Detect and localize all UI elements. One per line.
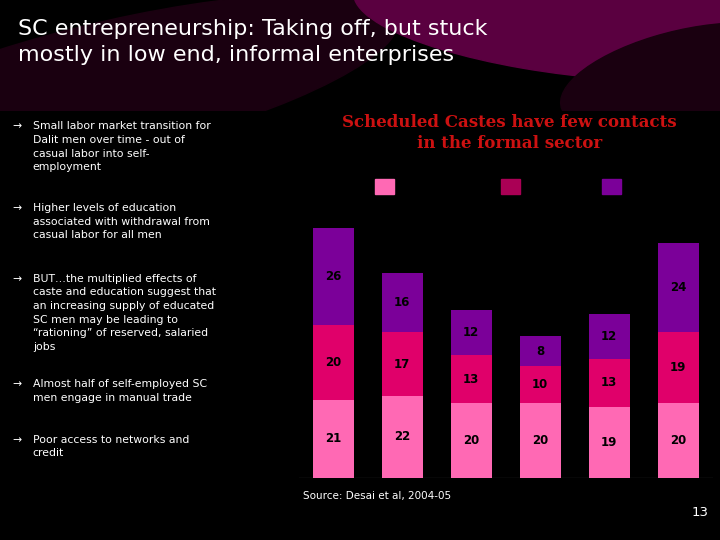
Text: →: → <box>12 122 21 131</box>
Text: SC entrepreneurship: Taking off, but stuck
mostly in low end, informal enterpris: SC entrepreneurship: Taking off, but stu… <box>18 19 487 65</box>
Bar <box>312 400 354 478</box>
Text: 26: 26 <box>325 270 341 283</box>
Text: 8: 8 <box>536 345 544 357</box>
Text: 16: 16 <box>394 296 410 309</box>
Text: 22: 22 <box>394 430 410 443</box>
Text: Source: Desai et al, 2004-05: Source: Desai et al, 2004-05 <box>303 491 451 502</box>
Text: 17: 17 <box>394 357 410 370</box>
Ellipse shape <box>561 23 720 132</box>
Text: 19: 19 <box>670 361 686 374</box>
Bar <box>312 325 354 400</box>
Text: 13: 13 <box>463 373 480 386</box>
Ellipse shape <box>354 0 720 82</box>
Text: 24: 24 <box>670 281 686 294</box>
Bar <box>657 403 699 478</box>
Bar <box>374 179 394 194</box>
Bar <box>520 336 561 366</box>
Text: →: → <box>12 203 21 213</box>
Text: 20: 20 <box>532 434 549 447</box>
Text: 19: 19 <box>601 436 618 449</box>
Bar <box>382 333 423 396</box>
Bar <box>451 403 492 478</box>
Text: Scheduled Castes have few contacts
in the formal sector: Scheduled Castes have few contacts in th… <box>342 114 677 152</box>
Bar <box>520 403 561 478</box>
Bar <box>501 179 520 194</box>
Bar <box>602 179 621 194</box>
Text: Almost half of self-employed SC
men engage in manual trade: Almost half of self-employed SC men enga… <box>33 379 207 403</box>
Text: 20: 20 <box>463 434 480 447</box>
Bar <box>588 359 630 407</box>
Bar <box>451 355 492 403</box>
Text: Poor access to networks and
credit: Poor access to networks and credit <box>33 435 189 458</box>
Text: 13: 13 <box>692 507 708 519</box>
Text: 20: 20 <box>670 434 686 447</box>
Text: →: → <box>12 379 21 389</box>
Ellipse shape <box>0 0 397 183</box>
Text: →: → <box>12 435 21 445</box>
Text: BUT…the multiplied effects of
caste and education suggest that
an increasing sup: BUT…the multiplied effects of caste and … <box>33 274 216 352</box>
Text: 10: 10 <box>532 378 549 391</box>
Bar <box>588 407 630 478</box>
Bar <box>312 228 354 325</box>
Text: →: → <box>12 274 21 284</box>
Text: 12: 12 <box>463 326 480 339</box>
Bar <box>520 366 561 403</box>
Text: 12: 12 <box>601 329 618 343</box>
Text: Higher levels of education
associated with withdrawal from
casual labor for all : Higher levels of education associated wi… <box>33 203 210 240</box>
Bar <box>382 396 423 478</box>
Bar <box>451 310 492 355</box>
Bar <box>588 314 630 359</box>
Bar <box>657 333 699 403</box>
Text: 13: 13 <box>601 376 618 389</box>
Bar <box>382 273 423 333</box>
Bar <box>657 243 699 333</box>
Text: 21: 21 <box>325 432 341 445</box>
Text: 20: 20 <box>325 356 341 369</box>
Text: Small labor market transition for
Dalit men over time - out of
casual labor into: Small labor market transition for Dalit … <box>33 122 211 172</box>
